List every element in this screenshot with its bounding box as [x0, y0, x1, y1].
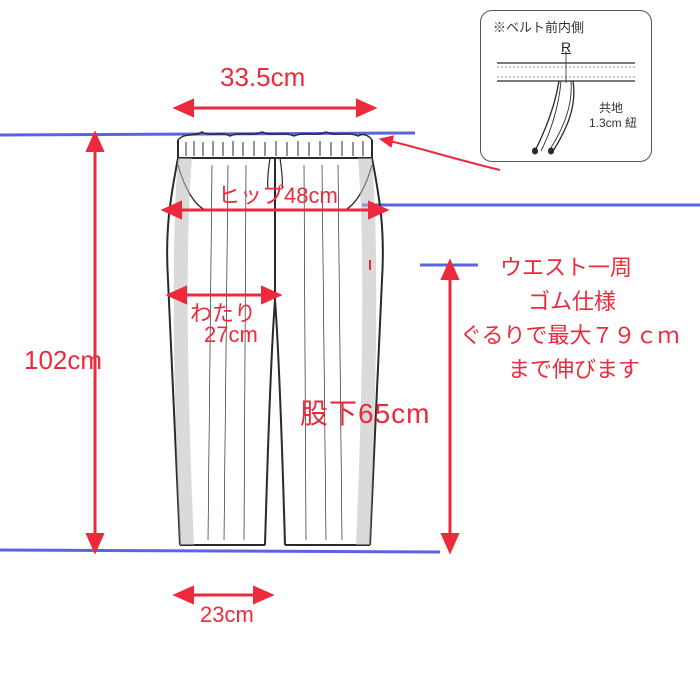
inset-belt-detail: ※ベルト前内側 R 共地 1.3cm 紐: [480, 10, 652, 162]
diagram-canvas: 33.5cm 102cm ヒップ48cm わたり 27cm 股下65cm 23c…: [0, 0, 700, 700]
pants-outline: [167, 132, 383, 545]
guide-lines: [0, 133, 700, 552]
